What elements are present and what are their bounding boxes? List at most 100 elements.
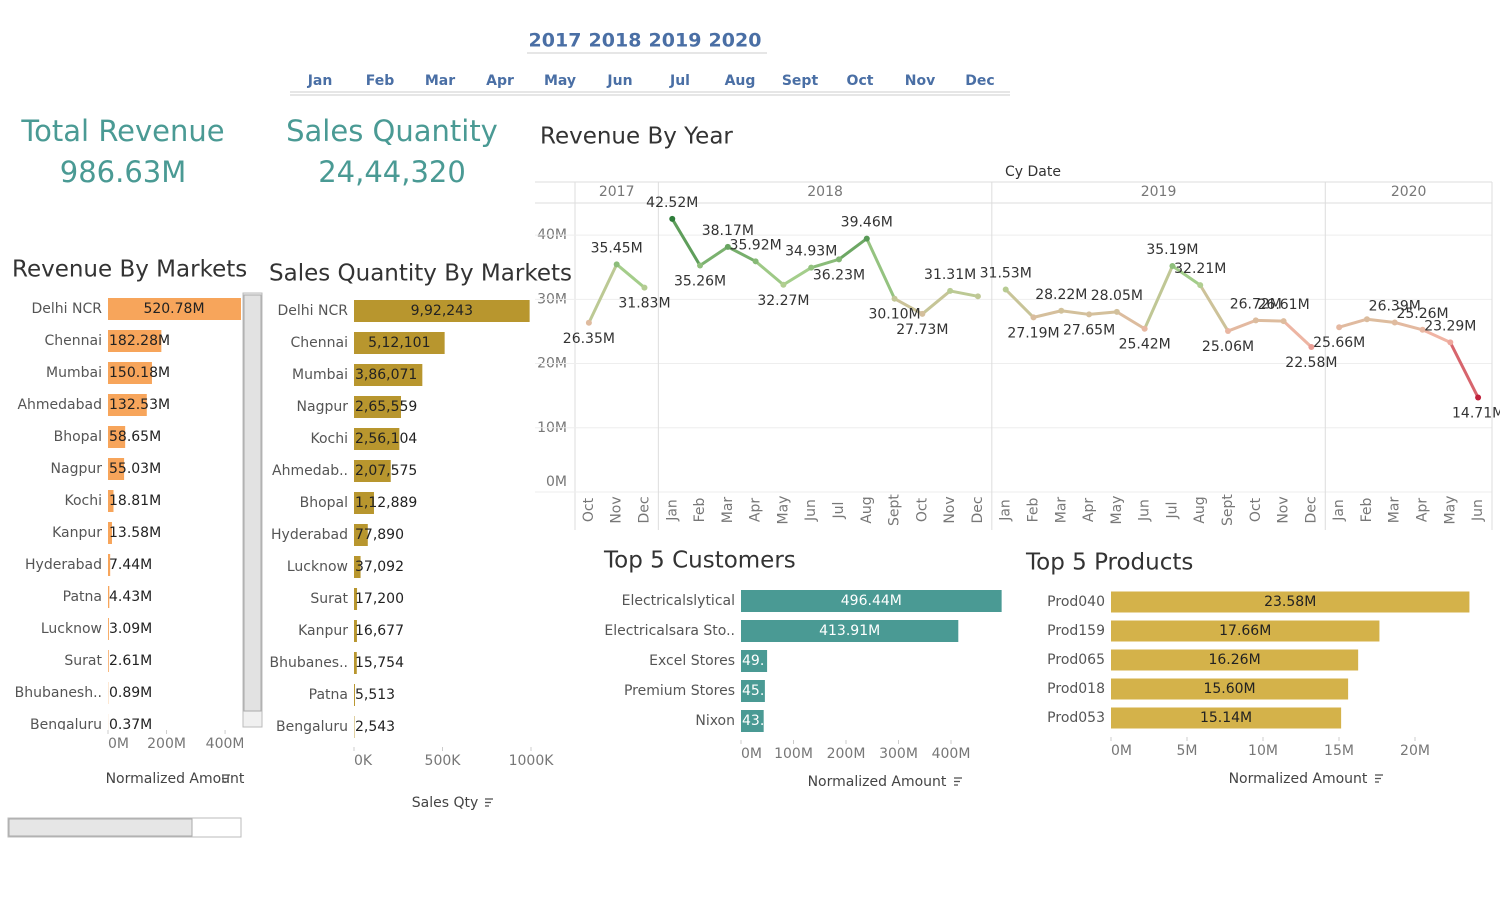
point [613,261,620,268]
x-tick-label: Jul [831,502,847,520]
category-label: Electricalslytical [622,593,735,609]
x-tick-label: Oct [1248,497,1264,522]
category-label: Nagpur [297,399,349,415]
category-label: Prod040 [1047,594,1105,610]
kpi-label: Sales Quantity [286,114,498,148]
year-filter[interactable]: 2017 [529,30,582,52]
category-label: Prod159 [1047,623,1105,639]
bar [108,618,109,640]
point [1141,325,1148,332]
value-label: 49. [742,653,764,669]
category-label: Chennai [45,333,102,349]
category-label: Lucknow [41,621,102,637]
bar [354,588,358,610]
x-tick-label: Aug [859,496,875,523]
category-label: Kochi [310,431,348,447]
month-filter[interactable]: Aug [725,73,756,89]
bar [108,554,111,576]
bar [354,396,402,418]
x-axis: 0M 200M 400M [107,730,243,752]
month-filter[interactable]: Feb [366,73,395,89]
month-filter[interactable]: Jan [307,73,333,89]
line-segment [670,217,702,268]
x-tick-label: 15M [1324,743,1354,759]
category-label: Hyderabad [271,527,348,543]
value-label: 28.22M [1035,287,1087,303]
value-label: 2,65,559 [355,399,417,415]
category-label: Excel Stores [649,653,735,669]
month-filter[interactable]: May [544,73,576,89]
scrollbar-thumb[interactable] [243,294,262,712]
bar [354,460,391,482]
x-tick-label: 200M [147,736,186,752]
month-filter[interactable]: Sept [782,73,819,89]
value-label: 0.37M [109,717,152,733]
chart-title: Revenue By Year [540,124,733,150]
x-tick-label: Jun [1470,499,1486,522]
x-tick-label: Sept [1220,494,1236,526]
category-label: Prod065 [1047,652,1105,668]
scrollbar-thumb[interactable] [8,818,193,837]
value-label: 58.65M [109,429,161,445]
bar [1111,649,1359,671]
bars: Delhi NCR 9,92,243 Chennai 5,12,101 Mumbai 3,… [270,300,530,738]
bar [108,330,162,352]
line-segment [1421,328,1452,344]
line-segment [1226,318,1258,333]
category-label: Bhubanes.. [270,655,349,671]
bar [741,680,765,702]
line-segment [1143,264,1174,331]
month-filter[interactable]: Jul [669,73,690,89]
value-label: 35.92M [730,237,782,253]
x-tick-label: Apr [1415,498,1431,522]
x-axis: 0M 5M 10M 15M 20M [1110,737,1430,759]
category-label: Premium Stores [624,683,735,699]
category-label: Surat [64,653,102,669]
category-label: Bengaluru [30,717,102,733]
month-filter[interactable]: Dec [965,73,994,89]
x-tick-label: Nov [1276,496,1292,523]
year-filter[interactable]: 2019 [649,30,702,52]
value-label: 2,07,575 [355,463,417,479]
value-label: 26.61M [1258,297,1310,313]
month-filter[interactable]: Apr [486,73,514,89]
kpi-label: Total Revenue [20,114,224,148]
value-label: 26.39M [1369,299,1421,315]
value-label: 35.19M [1146,242,1198,258]
month-filter[interactable]: Mar [425,73,455,89]
value-label: 15.14M [1200,710,1252,726]
x-tick-label: Jun [803,499,819,522]
category-label: Surat [310,591,348,607]
x-tick-label: Feb [1359,497,1375,522]
month-filter[interactable]: Jun [606,73,632,89]
x-tick-label: Mar [1387,497,1403,524]
x-tick-label: Jul [1164,502,1180,520]
month-filter[interactable]: Oct [847,73,874,89]
year-filter[interactable]: 2020 [709,30,762,52]
value-label: 150.18M [109,365,170,381]
category-label: Nagpur [51,461,103,477]
x-tick-label: Dec [970,496,986,523]
x-tick-label: 0M [108,736,129,752]
x-axis-title: Normalized Amount [808,774,947,790]
point [1336,324,1343,331]
month-filter[interactable]: Nov [905,73,935,89]
x-tick-label: Mar [1053,497,1069,524]
value-label: 22.58M [1285,355,1337,371]
category-label: Kanpur [52,525,102,541]
y-tick-label: 0M [546,474,567,490]
x-tick-label: 20M [1400,743,1430,759]
bar [354,524,368,546]
x-tick-label: Sept [887,494,903,526]
bar [354,300,530,322]
value-label: 2,543 [355,719,395,735]
x-tick-label: 300M [879,746,918,762]
line-segment [1337,317,1369,329]
value-label: 7.44M [109,557,152,573]
value-label: 16.26M [1208,652,1260,668]
year-filter[interactable]: 2018 [589,30,642,52]
category-label: Kochi [64,493,102,509]
x-tick-label: Dec [1303,496,1319,523]
bar [108,362,152,384]
point [1391,319,1398,326]
